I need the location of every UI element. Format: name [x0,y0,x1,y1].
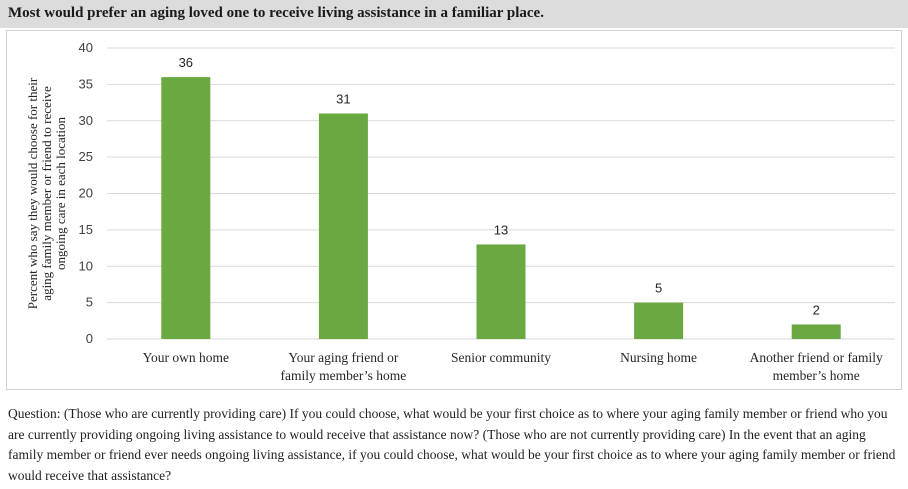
bar [476,244,526,339]
category-label-line: member’s home [773,368,860,383]
data-label: 2 [813,302,820,317]
y-tick-label: 15 [79,222,93,237]
data-label: 31 [336,91,350,106]
category-label: Your own home [143,350,229,365]
y-axis-label: Percent who say they would choose for th… [25,77,68,309]
category-label-line: Your aging friend or [288,350,398,365]
category-label-line: Senior community [451,350,551,365]
chart-title: Most would prefer an aging loved one to … [8,5,544,21]
data-label: 5 [655,281,662,296]
category-label: Your aging friend or family member’s home [281,350,407,383]
y-tick-label: 30 [79,113,93,128]
y-tick-label: 0 [86,331,93,346]
bar [634,302,684,339]
bar [161,77,211,339]
y-tick-label: 20 [79,186,93,201]
y-tick-label: 10 [79,258,93,273]
category-label: Nursing home [620,350,697,365]
category-label: Senior community [451,350,551,365]
chart-frame: 0 5 10 15 20 25 30 35 40 Percent who say they wou… [6,30,902,390]
bar [791,324,841,339]
y-tick-label: 25 [79,149,93,164]
y-tick-label: 40 [79,40,93,55]
y-axis-label-line: ongoing care in each location [53,116,68,270]
question-text: Question: (Those who are currently provi… [8,406,896,483]
y-axis-label-line: aging family member or friend to receive [39,86,54,301]
category-label: Another friend or family member’s home [750,350,883,383]
title-bar: Most would prefer an aging loved one to … [0,0,908,28]
data-label: 13 [494,222,508,237]
bar [318,113,368,339]
category-label-line: Nursing home [620,350,697,365]
y-tick-label: 35 [79,76,93,91]
y-tick-label: 5 [86,295,93,310]
data-label: 36 [179,55,193,70]
y-axis-label-line: Percent who say they would choose for th… [25,77,40,309]
category-label-line: Your own home [143,350,229,365]
category-label-line: Another friend or family [750,350,883,365]
category-label-line: family member’s home [281,368,407,383]
